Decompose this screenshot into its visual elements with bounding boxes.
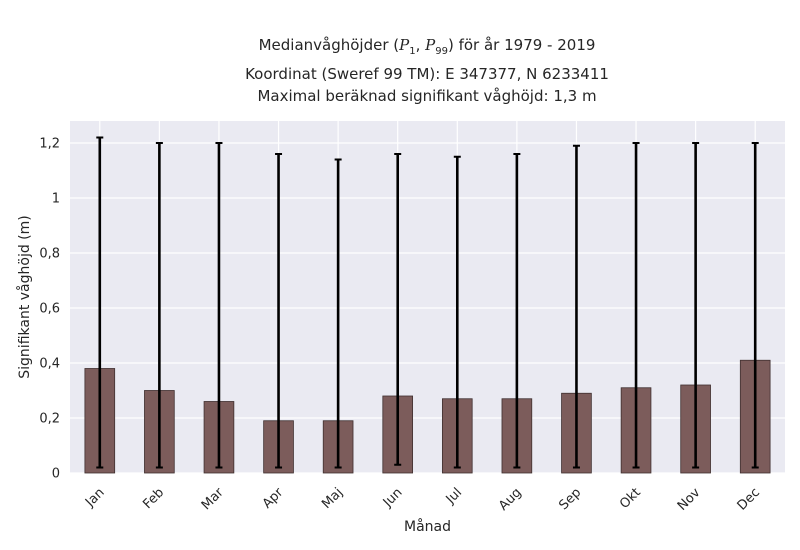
error-bar-dec (751, 142, 759, 469)
error-bar-sep (572, 144, 580, 469)
x-tick-label: Sep (556, 485, 584, 513)
y-tick-label: 0,6 (39, 302, 60, 317)
x-tick-label: Okt (617, 485, 644, 512)
x-tick-label: Maj (319, 485, 346, 512)
error-bar-feb (155, 142, 163, 469)
chart-title-line-2: Koordinat (Sweref 99 TM): E 347377, N 62… (245, 65, 609, 83)
y-tick-label: 0,8 (39, 247, 60, 262)
error-bar-jun (394, 153, 402, 466)
x-tick-label: Jan (82, 485, 107, 510)
error-bar-aug (513, 153, 521, 469)
chart-title: Medianvåghöjder (P1, P99) för år 1979 - … (27, 34, 800, 107)
x-tick-label: Jul (443, 485, 465, 507)
x-tick-label: Apr (260, 485, 287, 512)
error-bar-jul (453, 155, 461, 469)
y-tick-label: 0,2 (39, 412, 60, 427)
error-bar-okt (632, 142, 640, 469)
error-bar-maj (334, 158, 342, 469)
chart-title-line-1: Medianvåghöjder (P1, P99) för år 1979 - … (258, 36, 596, 57)
x-axis-label: Månad (404, 518, 451, 535)
x-tick-label: Feb (140, 485, 167, 512)
y-tick-label: 0,4 (39, 357, 60, 372)
y-tick-label: 1,2 (39, 137, 60, 152)
x-tick-label: Dec (735, 485, 763, 513)
error-bar-jan (96, 136, 104, 469)
y-tick-label: 1 (52, 192, 60, 207)
error-bar-nov (692, 142, 700, 469)
error-bar-apr (275, 153, 283, 469)
chart-title-line-3: Maximal beräknad signifikant våghöjd: 1,… (257, 87, 597, 105)
x-tick-label: Jun (380, 485, 406, 511)
x-tick-label: Nov (675, 485, 704, 514)
y-tick-label: 0 (52, 467, 60, 482)
plot-area (70, 121, 785, 473)
x-tick-label: Mar (199, 485, 227, 513)
error-bar-mar (215, 142, 223, 469)
x-tick-label: Aug (496, 485, 525, 514)
y-axis-label: Signifikant våghöjd (m) (16, 215, 33, 378)
